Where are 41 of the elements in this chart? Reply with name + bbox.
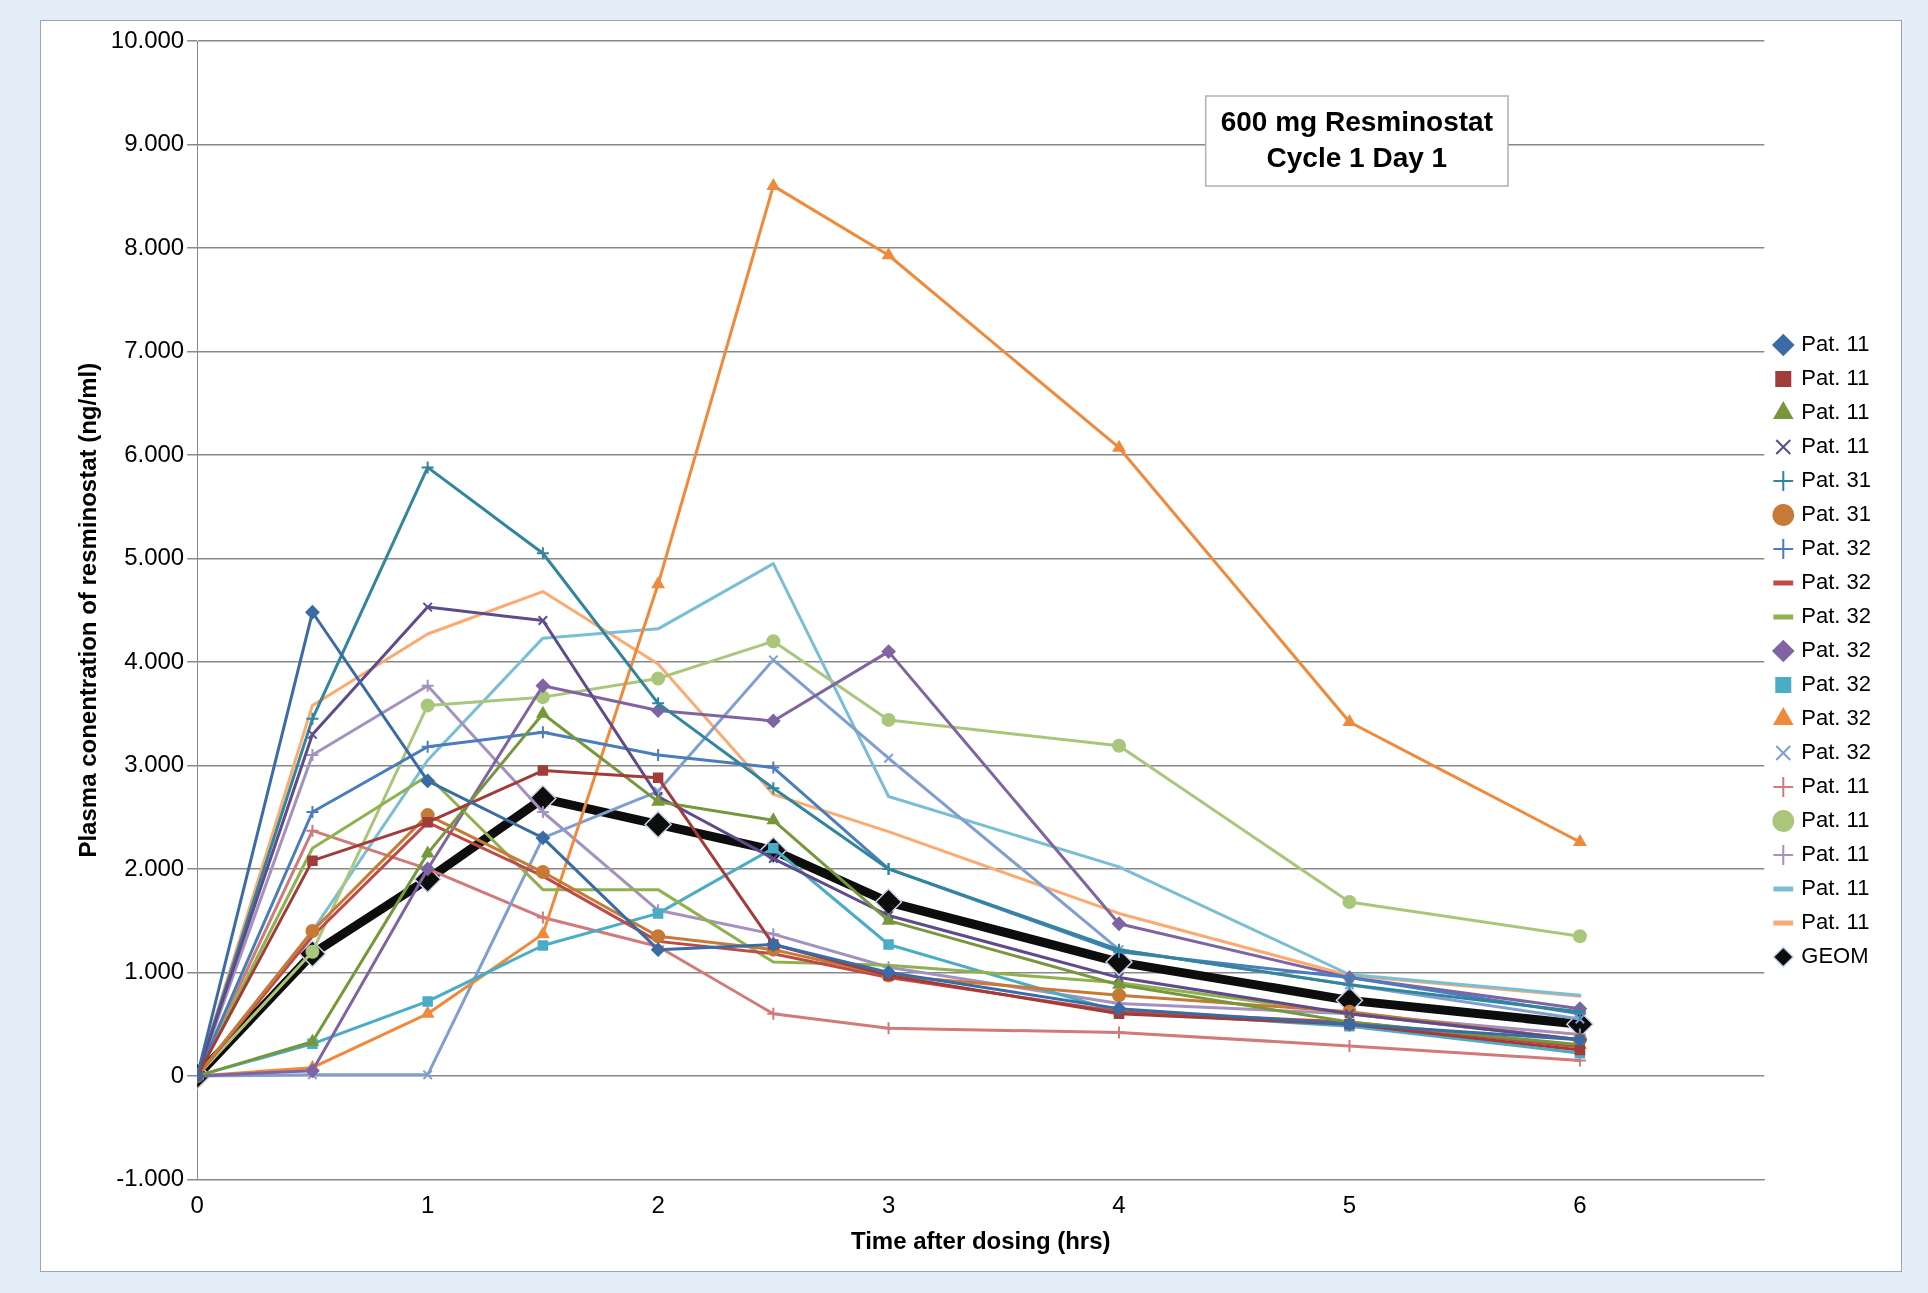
y-tick-label: 10.000 (110, 25, 185, 53)
legend-label: Pat. 32 (1801, 637, 1871, 663)
legend-label: Pat. 11 (1801, 773, 1870, 799)
x-tick-label: 4 (1112, 1191, 1126, 1219)
x-tick-label: 6 (1573, 1191, 1587, 1219)
legend-label: Pat. 11 (1801, 433, 1870, 459)
x-tick-label: 0 (190, 1191, 204, 1219)
y-tick-label: -1.000 (116, 1164, 185, 1192)
legend-label: Pat. 32 (1801, 535, 1871, 561)
legend-label: Pat. 31 (1801, 467, 1871, 493)
y-tick-label: 6.000 (124, 439, 185, 467)
legend-label: Pat. 31 (1801, 501, 1871, 527)
legend-label: Pat. 11 (1801, 399, 1870, 425)
y-tick-label: 4.000 (124, 646, 185, 674)
x-tick-label: 1 (420, 1191, 435, 1219)
legend-label: Pat. 11 (1801, 331, 1870, 357)
legend-label: Pat. 32 (1801, 603, 1871, 629)
legend-label: Pat. 11 (1801, 365, 1870, 391)
x-tick-label: 2 (651, 1191, 665, 1219)
y-tick-label: 0 (170, 1060, 185, 1088)
legend-label: Pat. 32 (1801, 705, 1871, 731)
y-tick-label: 9.000 (124, 129, 185, 157)
y-tick-label: 7.000 (124, 336, 185, 364)
y-tick-label: 2.000 (124, 853, 185, 881)
y-axis-title: Plasma conentration of resminostat (ng/ml) (74, 362, 102, 858)
x-axis-title: Time after dosing (hrs) (850, 1227, 1111, 1255)
y-tick-label: 8.000 (124, 232, 185, 260)
y-tick-label: 3.000 (124, 750, 185, 778)
y-tick-label: 1.000 (124, 957, 185, 985)
x-tick-label: 3 (881, 1191, 896, 1219)
x-tick-label: 5 (1342, 1191, 1357, 1219)
legend-label: Pat. 11 (1801, 807, 1870, 833)
legend-label: Pat. 11 (1801, 841, 1870, 867)
legend-label: Pat. 32 (1801, 671, 1871, 697)
y-tick-label: 5.000 (124, 543, 185, 571)
legend-label: Pat. 32 (1801, 569, 1871, 595)
legend-label: Pat. 11 (1801, 875, 1870, 901)
legend-label: GEOM (1801, 943, 1869, 969)
legend-label: Pat. 11 (1801, 909, 1870, 935)
legend-label: Pat. 32 (1801, 739, 1871, 765)
text: 600 mg Resminostat Cycle 1 Day 1 (1220, 105, 1494, 173)
